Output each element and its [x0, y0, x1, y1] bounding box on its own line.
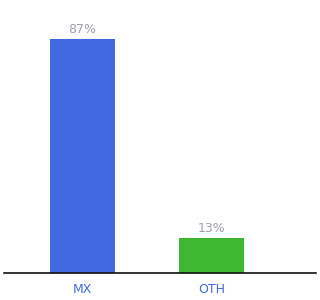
Text: 87%: 87% [68, 23, 96, 36]
Text: 13%: 13% [198, 223, 226, 236]
Bar [180, 238, 244, 273]
Bar [50, 39, 115, 273]
